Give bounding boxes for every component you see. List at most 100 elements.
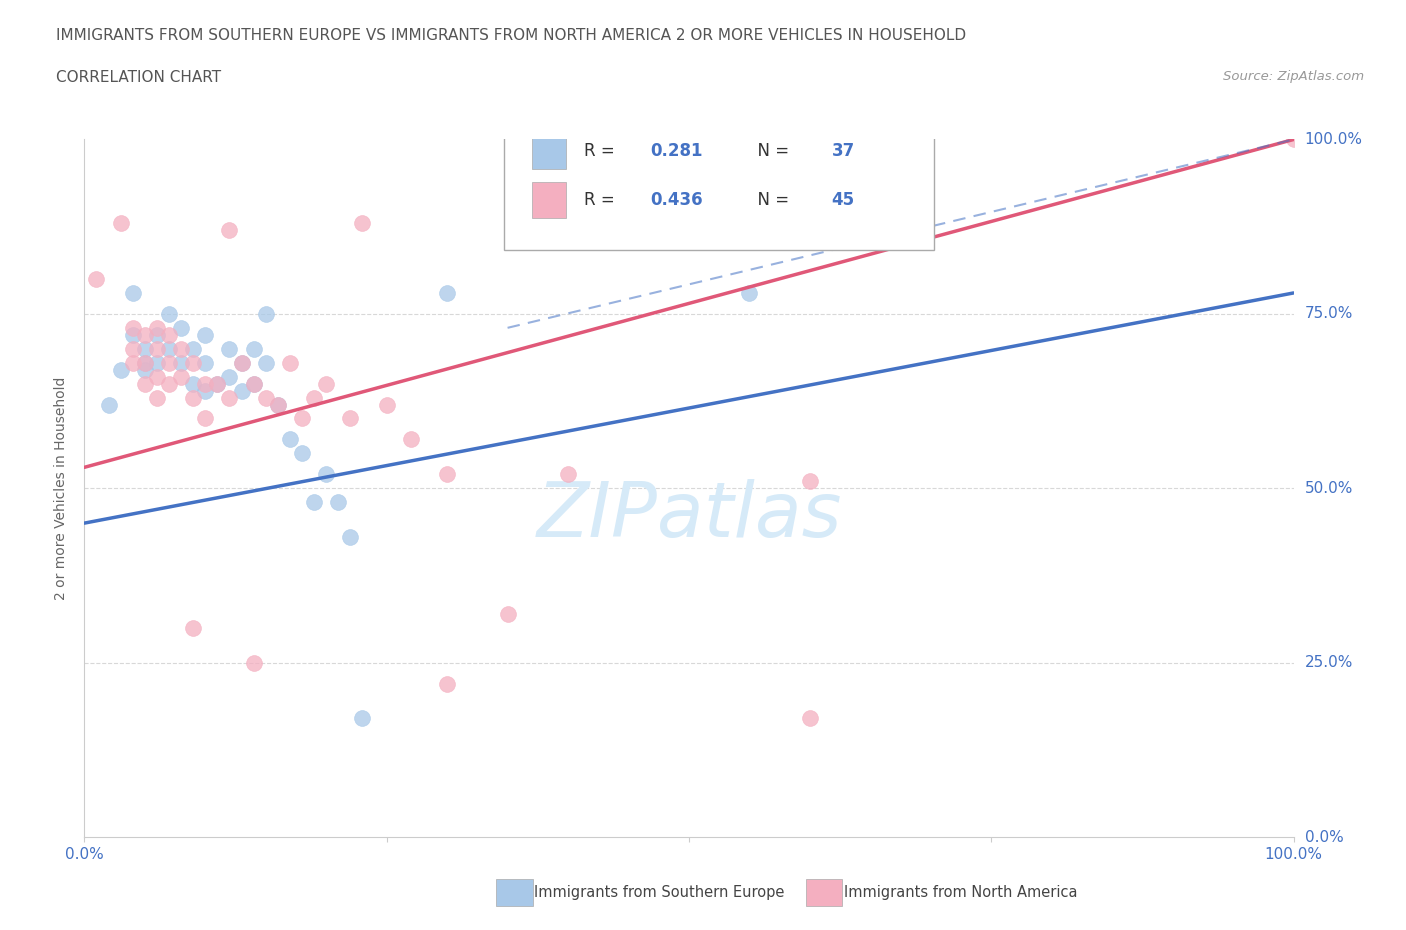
Text: CORRELATION CHART: CORRELATION CHART bbox=[56, 70, 221, 85]
Point bbox=[218, 369, 240, 384]
Bar bbox=[531, 182, 565, 219]
Bar bbox=[531, 133, 565, 169]
Point bbox=[181, 355, 204, 370]
Text: Immigrants from North America: Immigrants from North America bbox=[844, 885, 1077, 900]
Point bbox=[157, 376, 180, 391]
Point bbox=[291, 411, 314, 426]
Point bbox=[121, 341, 143, 356]
Point bbox=[291, 445, 314, 460]
Point bbox=[557, 467, 579, 482]
Point bbox=[799, 474, 821, 489]
Text: 45: 45 bbox=[831, 192, 855, 209]
Point bbox=[218, 223, 240, 238]
Point bbox=[339, 530, 361, 545]
Point bbox=[146, 320, 169, 336]
Point bbox=[146, 327, 169, 342]
Point bbox=[339, 411, 361, 426]
Point bbox=[170, 355, 193, 370]
Point bbox=[267, 397, 290, 412]
Point bbox=[436, 676, 458, 691]
Point bbox=[267, 397, 290, 412]
Point bbox=[328, 495, 350, 510]
Point bbox=[302, 495, 325, 510]
Text: 37: 37 bbox=[831, 142, 855, 160]
Point bbox=[97, 397, 120, 412]
Point bbox=[110, 362, 132, 378]
Point bbox=[231, 383, 253, 398]
Text: Immigrants from Southern Europe: Immigrants from Southern Europe bbox=[534, 885, 785, 900]
Text: ZIPatlas: ZIPatlas bbox=[536, 479, 842, 553]
Point bbox=[242, 655, 264, 670]
Point bbox=[170, 341, 193, 356]
Text: 0.281: 0.281 bbox=[650, 142, 703, 160]
Point bbox=[738, 286, 761, 300]
Point bbox=[375, 397, 398, 412]
Text: N =: N = bbox=[747, 142, 794, 160]
Point bbox=[496, 606, 519, 621]
Point bbox=[352, 711, 374, 725]
Point bbox=[194, 383, 217, 398]
Point bbox=[218, 341, 240, 356]
Point bbox=[194, 327, 217, 342]
Point bbox=[242, 376, 264, 391]
Point bbox=[170, 369, 193, 384]
Point bbox=[181, 620, 204, 635]
Text: 25.0%: 25.0% bbox=[1305, 655, 1353, 671]
Point bbox=[134, 341, 156, 356]
Point bbox=[194, 376, 217, 391]
Text: 100.0%: 100.0% bbox=[1305, 132, 1362, 147]
Point bbox=[134, 376, 156, 391]
Text: R =: R = bbox=[583, 142, 620, 160]
Point bbox=[157, 341, 180, 356]
Point bbox=[218, 391, 240, 405]
Point bbox=[157, 355, 180, 370]
Text: IMMIGRANTS FROM SOUTHERN EUROPE VS IMMIGRANTS FROM NORTH AMERICA 2 OR MORE VEHIC: IMMIGRANTS FROM SOUTHERN EUROPE VS IMMIG… bbox=[56, 28, 966, 43]
Text: 50.0%: 50.0% bbox=[1305, 481, 1353, 496]
Point bbox=[436, 467, 458, 482]
Text: N =: N = bbox=[747, 192, 794, 209]
Point bbox=[121, 355, 143, 370]
Point bbox=[254, 307, 277, 322]
Point bbox=[134, 355, 156, 370]
Point bbox=[134, 362, 156, 378]
Point bbox=[86, 272, 108, 286]
Point bbox=[436, 286, 458, 300]
Point bbox=[254, 355, 277, 370]
Text: R =: R = bbox=[583, 192, 620, 209]
Point bbox=[207, 376, 229, 391]
Point bbox=[352, 216, 374, 231]
Text: 75.0%: 75.0% bbox=[1305, 306, 1353, 322]
Point bbox=[146, 341, 169, 356]
Point bbox=[242, 376, 264, 391]
Point bbox=[315, 467, 337, 482]
Point bbox=[146, 369, 169, 384]
Point bbox=[146, 355, 169, 370]
Point bbox=[278, 355, 301, 370]
Point bbox=[121, 286, 143, 300]
Y-axis label: 2 or more Vehicles in Household: 2 or more Vehicles in Household bbox=[53, 377, 67, 600]
Point bbox=[315, 376, 337, 391]
Point bbox=[302, 391, 325, 405]
Point bbox=[157, 327, 180, 342]
Point bbox=[181, 376, 204, 391]
Point bbox=[799, 711, 821, 725]
Point bbox=[181, 341, 204, 356]
Point bbox=[231, 355, 253, 370]
Point bbox=[134, 355, 156, 370]
Point bbox=[1282, 132, 1305, 147]
Text: 0.0%: 0.0% bbox=[1305, 830, 1343, 844]
Point bbox=[231, 355, 253, 370]
Point bbox=[110, 216, 132, 231]
Point bbox=[254, 391, 277, 405]
Text: 0.436: 0.436 bbox=[650, 192, 703, 209]
Point bbox=[170, 320, 193, 336]
Point bbox=[399, 432, 422, 447]
Point bbox=[121, 320, 143, 336]
Point bbox=[242, 341, 264, 356]
Point bbox=[194, 355, 217, 370]
Point bbox=[121, 327, 143, 342]
FancyBboxPatch shape bbox=[503, 138, 935, 250]
Point bbox=[134, 327, 156, 342]
Point bbox=[194, 411, 217, 426]
Point bbox=[157, 307, 180, 322]
